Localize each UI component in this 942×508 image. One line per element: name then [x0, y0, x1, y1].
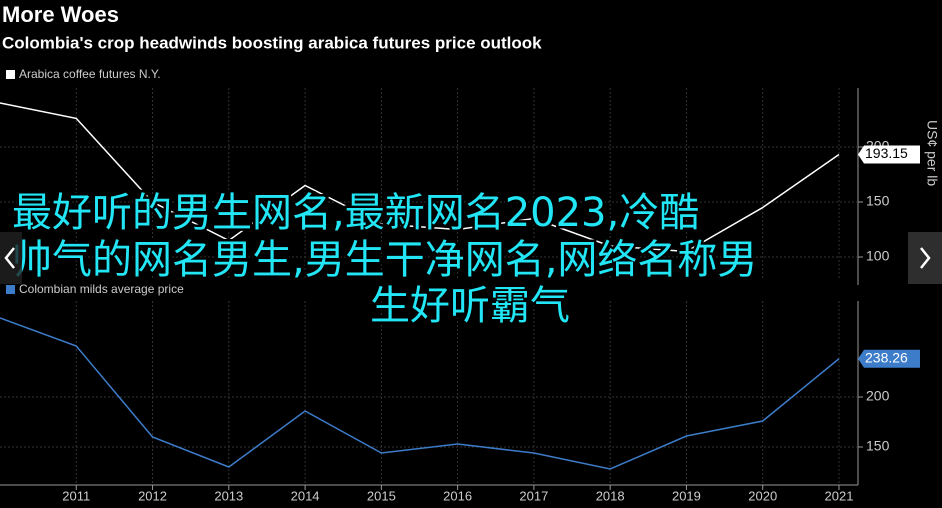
overlay-text: 最好听的男生网名,最新网名2023,冷酷 [12, 190, 699, 236]
next-bg[interactable] [908, 232, 942, 284]
x-tick-label: 2018 [596, 488, 625, 503]
x-tick-label: 2016 [443, 488, 472, 503]
series-line [0, 317, 840, 470]
y-tick-label: 200 [866, 388, 890, 404]
next-icon[interactable] [920, 247, 931, 269]
prev-button[interactable] [0, 232, 22, 284]
legend-swatch [6, 285, 15, 294]
x-tick-label: 2021 [825, 488, 854, 503]
prev-icon[interactable] [4, 247, 15, 269]
plots: 100 150 200 Arabica coffee futures N.Y. 193.… [0, 67, 940, 503]
x-tick-label: 2015 [367, 488, 396, 503]
legend-label: Colombian milds average price [19, 282, 184, 296]
x-tick-label: 2012 [138, 488, 167, 503]
x-tick-label: 2019 [672, 488, 701, 503]
next-button[interactable] [908, 232, 942, 284]
x-tick-label: 2017 [519, 488, 548, 503]
overlay-text: 生好听霸气 [370, 283, 570, 329]
y-axis-label: US¢ per lb [924, 120, 940, 186]
legend-swatch [6, 70, 15, 79]
x-tick-label: 2020 [748, 488, 777, 503]
last-value-label: 238.26 [865, 349, 908, 365]
last-value-box [858, 145, 920, 164]
legend-label: Arabica coffee futures N.Y. [19, 67, 161, 81]
title: More Woes [2, 2, 119, 27]
x-tick-label: 2011 [62, 488, 90, 503]
last-value-label: 193.15 [865, 145, 908, 161]
y-tick-label: 150 [866, 438, 890, 454]
x-tick-label: 2014 [291, 488, 320, 503]
last-value-box [858, 349, 920, 368]
subtitle: Colombia's crop headwinds boosting arabi… [2, 33, 542, 52]
x-tick-label: 2013 [214, 488, 243, 503]
y-tick-label: 100 [866, 248, 890, 264]
overlay-text: 帅气的网名男生,男生干净网名,网络名称男 [12, 237, 757, 283]
y-tick-label: 150 [866, 193, 890, 209]
overlay: 最好听的男生网名,最新网名2023,冷酷帅气的网名男生,男生干净网名,网络名称男… [10, 188, 760, 332]
series-line [0, 102, 840, 253]
prev-bg[interactable] [0, 232, 22, 284]
